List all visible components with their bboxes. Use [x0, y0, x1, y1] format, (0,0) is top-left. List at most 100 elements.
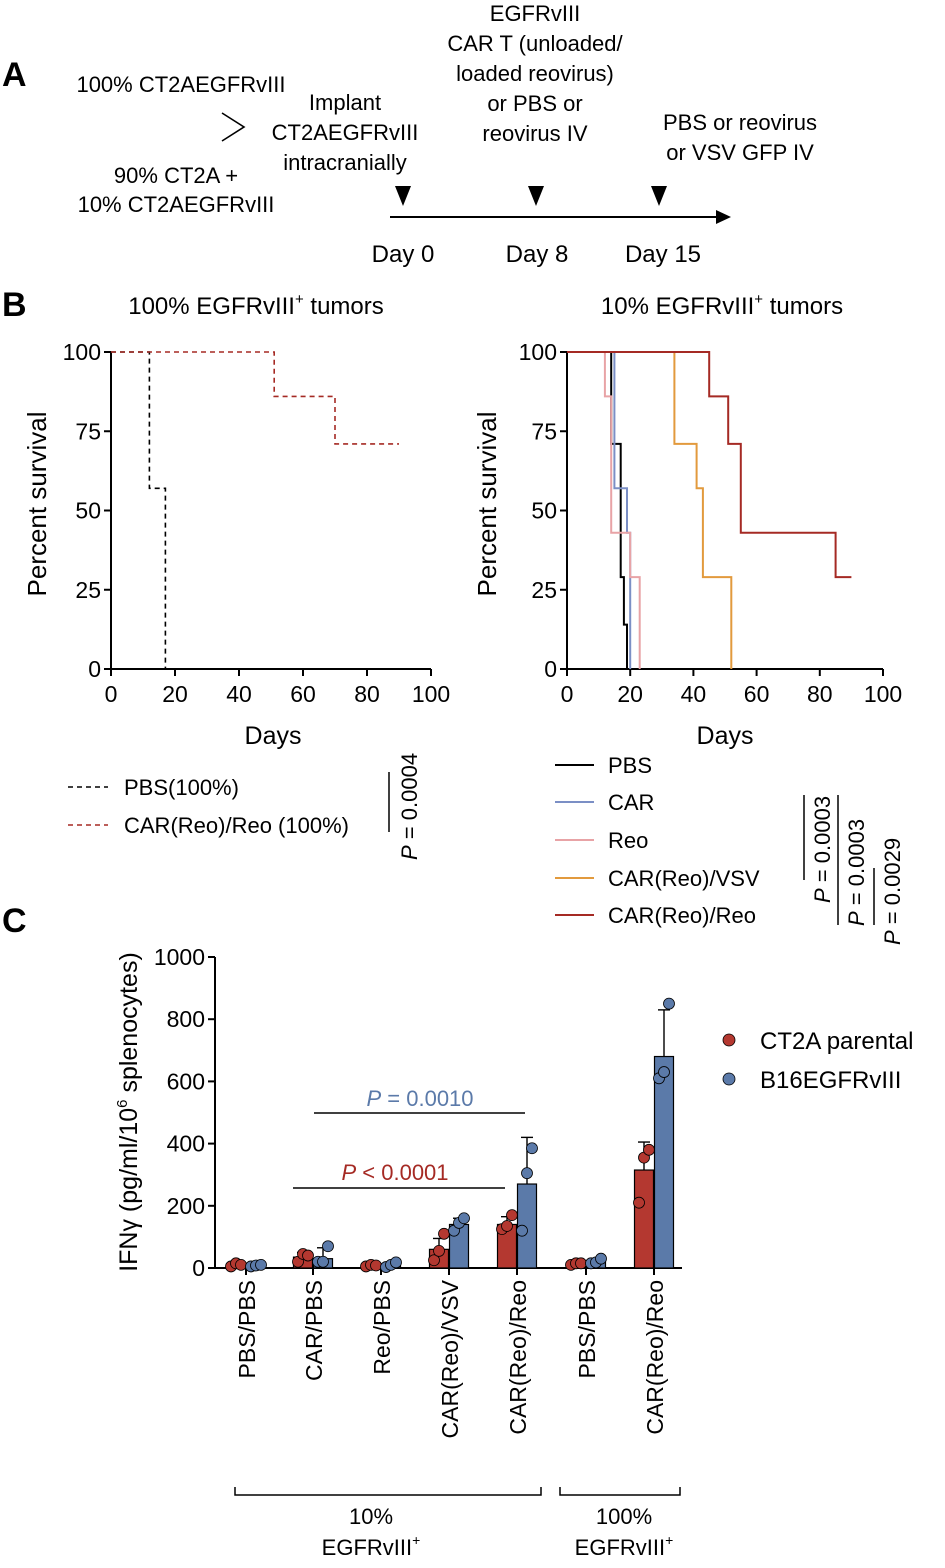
km-left-xtick-label: 80	[354, 681, 380, 707]
day8-marker	[528, 186, 544, 206]
km-left-series	[111, 351, 399, 669]
bar-marks	[225, 997, 675, 1273]
data-point-b16egfrviii	[516, 1224, 528, 1237]
category-label-pbs-pbs: PBS/PBS	[234, 1280, 260, 1378]
panel-label-b: B	[2, 286, 27, 324]
bar-ylabel: IFNγ (pg/ml/106 splenocytes)	[114, 952, 143, 1272]
km-left-ytick-label: 75	[75, 418, 101, 444]
km-left-ytick-label: 25	[75, 577, 101, 603]
legend-label-b16: B16EGFRvIII	[760, 1067, 901, 1094]
km-left-ytick-label: 50	[75, 498, 101, 524]
panel-c: C IFNγ (pg/ml/106 splenocytes) 0 200 400 60…	[2, 902, 913, 1560]
km-right-ytick-label: 100	[519, 339, 557, 365]
data-point-ct2a-parental	[501, 1220, 513, 1232]
p-value-blue: P = 0.0010	[366, 1086, 473, 1111]
survival-line-car-reo-reo	[567, 351, 852, 579]
category-label-car-reo-reo: CAR(Reo)/Reo	[505, 1280, 531, 1435]
bar-ytick-label: 0	[192, 1255, 205, 1281]
bar-category-labels: PBS/PBS CAR/PBS Reo/PBS CAR(Reo)/VSV CAR(Reo…	[234, 1279, 668, 1438]
km-right-series	[567, 351, 852, 669]
legend-label-reo: Reo	[608, 828, 648, 853]
bar-ct2a-parental	[633, 1169, 655, 1269]
km-left-xtick-label: 60	[290, 681, 316, 707]
day0-marker	[395, 186, 411, 206]
data-point-b16egfrviii	[317, 1255, 329, 1268]
panel-a: A 100% CT2AEGFRvIII 90% CT2A + 10% CT2AE…	[2, 1, 817, 268]
km-left-xlabel: Days	[245, 722, 302, 750]
significance-brackets: P = 0.0010 P < 0.0001	[293, 1086, 525, 1189]
group-100-label: 100% CT2AEGFRvIII	[76, 72, 285, 97]
survival-line-car-reo-vsv	[567, 351, 733, 669]
data-point-b16egfrviii	[458, 1212, 470, 1225]
km-right-ytick-label: 75	[531, 418, 557, 444]
km-left-title: 100% EGFRvIII+ tumors	[128, 291, 384, 320]
group-bracket-100pct	[559, 1487, 681, 1496]
ifng-bar-chart: 0 200 400 600 800 1000 PBS/PBS CAR/PBS Reo/PBS C…	[154, 944, 682, 1438]
km-left-ylabel: Percent survival	[22, 412, 52, 597]
day8-treatment-line4: or PBS or	[487, 91, 582, 116]
group-label-10pct-line2: EGFRvIII+	[322, 1532, 421, 1560]
km-left-ytick-label: 100	[63, 339, 101, 365]
km-plot-10pct: 10% EGFRvIII+ tumors Percent survival Da…	[472, 291, 902, 750]
km-left-ytick-label: 0	[88, 656, 101, 682]
legend-dot-b16	[722, 1072, 736, 1086]
legend-label-car-reo-reo: CAR(Reo)/Reo	[608, 903, 756, 928]
km-right-xtick-label: 0	[561, 681, 574, 707]
data-point-b16egfrviii	[658, 1066, 670, 1078]
km-right-xtick-label: 80	[807, 681, 833, 707]
data-point-ct2a-parental	[643, 1143, 655, 1156]
legend-dot-ct2a	[722, 1033, 736, 1047]
p-value-right-1: P = 0.0003	[810, 796, 835, 903]
legend-label-car-reo-reo-100: CAR(Reo)/Reo (100%)	[124, 813, 349, 838]
panel-label-a: A	[2, 56, 27, 94]
p-value-left: P = 0.0004	[397, 753, 422, 860]
km-right-xtick-label: 20	[617, 681, 643, 707]
p-value-right-3: P = 0.0029	[880, 838, 905, 945]
data-point-b16egfrviii	[390, 1256, 402, 1269]
p-value-red: P < 0.0001	[341, 1160, 448, 1185]
day8-treatment-line3: loaded reovirus)	[456, 61, 614, 86]
group-90-label-line1: 90% CT2A +	[114, 163, 238, 188]
survival-line-pbs-100	[111, 351, 167, 669]
km-left-xtick-label: 40	[226, 681, 252, 707]
day15-treatment-line1: PBS or reovirus	[663, 110, 817, 135]
bar-ytick-label: 200	[167, 1193, 205, 1219]
panel-label-c: C	[2, 902, 27, 940]
data-point-b16egfrviii	[521, 1167, 533, 1180]
km-left-axes: 0 25 50 75 100 0 20 40 60 80 100	[63, 339, 451, 707]
data-point-b16egfrviii	[322, 1240, 334, 1253]
km-right-ytick-label: 0	[544, 656, 557, 682]
implant-line2: CT2AEGFRvIII	[272, 120, 419, 145]
km-right-ylabel: Percent survival	[472, 412, 502, 597]
legend-label-pbs-100: PBS(100%)	[124, 775, 239, 800]
km-right-xtick-label: 60	[744, 681, 770, 707]
data-point-ct2a-parental	[433, 1244, 445, 1257]
km-right-xtick-label: 100	[864, 681, 902, 707]
data-point-ct2a-parental	[235, 1258, 247, 1271]
data-point-b16egfrviii	[595, 1252, 607, 1265]
bar-legend: CT2A parental B16EGFRvIII	[722, 1028, 913, 1094]
data-point-b16egfrviii	[663, 997, 675, 1010]
merge-bracket	[221, 112, 246, 142]
category-label-car-reo-vsv: CAR(Reo)/VSV	[437, 1279, 463, 1438]
group-label-100pct-line1: 100%	[596, 1504, 652, 1529]
survival-line-pbs	[567, 351, 628, 669]
group-label-10pct-line1: 10%	[349, 1504, 393, 1529]
category-label-pbs-pbs: PBS/PBS	[574, 1280, 600, 1378]
km-right-legend: PBS CAR Reo CAR(Reo)/VSV CAR(Reo)/Reo P …	[555, 753, 905, 945]
survival-line-reo	[567, 351, 641, 669]
km-plot-100pct: 100% EGFRvIII+ tumors Percent survival D…	[22, 291, 450, 750]
data-point-ct2a-parental	[370, 1259, 382, 1272]
km-right-xlabel: Days	[697, 722, 754, 750]
km-right-xtick-label: 40	[681, 681, 707, 707]
km-left-legend: PBS(100%) CAR(Reo)/Reo (100%) P = 0.0004	[68, 753, 422, 860]
legend-label-pbs: PBS	[608, 753, 652, 778]
km-left-xtick-label: 100	[412, 681, 450, 707]
data-point-ct2a-parental	[633, 1196, 645, 1209]
km-left-xtick-label: 0	[105, 681, 118, 707]
data-point-ct2a-parental	[438, 1227, 450, 1240]
implant-line3: intracranially	[283, 150, 407, 175]
bar-ytick-label: 800	[167, 1006, 205, 1032]
bar-ytick-label: 600	[167, 1068, 205, 1094]
